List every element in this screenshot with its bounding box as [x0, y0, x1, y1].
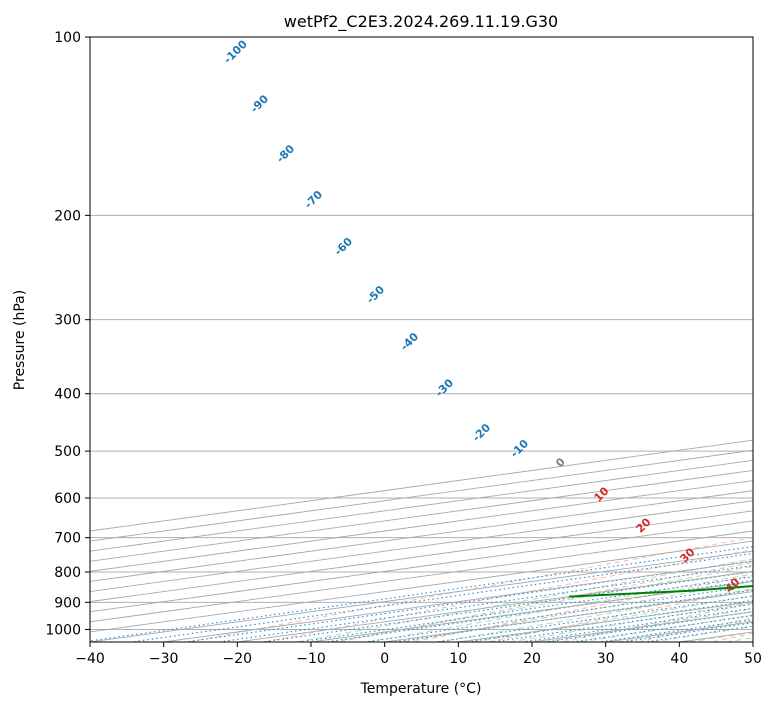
plot-area: 0.10.20.40.611.52346810131620253036-100-…	[0, 37, 775, 642]
plot-frame	[90, 37, 753, 642]
x-tick-label: 10	[449, 651, 467, 667]
dry-adiabat-label: -100	[221, 37, 250, 66]
skewed-isotherm	[237, 37, 775, 642]
skewed-isotherm	[0, 37, 775, 642]
dry-adiabat	[637, 37, 775, 642]
dry-adiabat-label: -70	[302, 188, 325, 211]
x-axis-ticks: −40 −30 −20 −10 0 10 20 30 40 50	[75, 642, 762, 667]
skewed-isotherm	[16, 37, 775, 642]
dry-adiabat-label: -10	[508, 437, 531, 460]
dry-adiabat-label: -60	[332, 235, 355, 258]
y-axis-label: Pressure (hPa)	[12, 290, 28, 390]
x-tick-label: 50	[744, 651, 762, 667]
y-tick-label: 500	[54, 444, 81, 460]
moist-adiabat	[296, 141, 775, 642]
skewed-isotherm	[0, 37, 775, 642]
mixing-ratio-lines	[82, 451, 775, 642]
skewed-isotherm	[0, 37, 775, 642]
y-tick-label: 1000	[45, 622, 81, 638]
moist-adiabat	[332, 141, 775, 642]
skewed-isotherm	[90, 37, 775, 642]
x-tick-label: 30	[597, 651, 615, 667]
skewed-isotherm	[0, 37, 775, 642]
y-axis-ticks: 100 200 300 400 500 600 700 800 900 1000	[45, 30, 90, 638]
mixing-ratio-line	[326, 451, 775, 642]
x-tick-label: −20	[223, 651, 253, 667]
chart-title: wetPf2_C2E3.2024.269.11.19.G30	[284, 12, 558, 32]
mixing-ratio-line	[82, 451, 775, 642]
dewpoint-line	[569, 37, 775, 597]
y-tick-label: 700	[54, 531, 81, 547]
skewed-isotherm	[0, 37, 775, 642]
dry-adiabat-label: -80	[274, 142, 297, 165]
mixing-ratio-line	[219, 451, 775, 642]
skewed-isotherm	[0, 37, 775, 642]
skewed-isotherm	[0, 37, 775, 642]
y-tick-label: 300	[54, 313, 81, 329]
profile-series	[569, 37, 775, 597]
pressure-gridlines	[90, 37, 753, 629]
skewed-isotherm	[0, 37, 775, 642]
skewed-isotherm	[532, 37, 775, 642]
x-tick-label: 0	[380, 651, 389, 667]
skewed-isotherm	[0, 37, 775, 642]
temperature-line	[756, 37, 775, 597]
dry-adiabat-label: -50	[364, 283, 387, 306]
x-tick-label: −40	[75, 651, 105, 667]
x-tick-label: 20	[523, 651, 541, 667]
y-tick-label: 400	[54, 387, 81, 403]
mixing-ratio-line	[468, 451, 775, 642]
y-tick-label: 900	[54, 595, 81, 611]
dry-adiabat-label: -40	[398, 330, 421, 353]
moist-adiabat-label: 10	[592, 484, 612, 504]
x-tick-label: 40	[670, 651, 688, 667]
y-tick-label: 600	[54, 491, 81, 507]
skewed-isotherm	[311, 37, 775, 642]
moist-adiabats	[296, 141, 775, 642]
skewed-isotherm	[0, 37, 775, 642]
skewed-isotherm	[458, 37, 775, 642]
skewed-isotherms	[0, 37, 775, 642]
y-tick-label: 200	[54, 208, 81, 224]
moist-adiabat-label: 20	[634, 515, 654, 535]
dry-adiabat-label: -90	[248, 92, 271, 115]
moist-adiabat	[689, 141, 775, 642]
x-axis-label: Temperature (°C)	[360, 681, 482, 697]
dry-adiabat	[264, 37, 775, 642]
dry-adiabat-label: -20	[470, 421, 493, 444]
x-tick-label: −30	[149, 651, 179, 667]
moist-adiabat	[509, 141, 775, 642]
y-tick-label: 800	[54, 565, 81, 581]
x-tick-label: −10	[296, 651, 326, 667]
skewed-isotherm	[753, 37, 775, 642]
dry-adiabat-label: -30	[433, 376, 456, 399]
y-tick-label: 100	[54, 30, 81, 46]
